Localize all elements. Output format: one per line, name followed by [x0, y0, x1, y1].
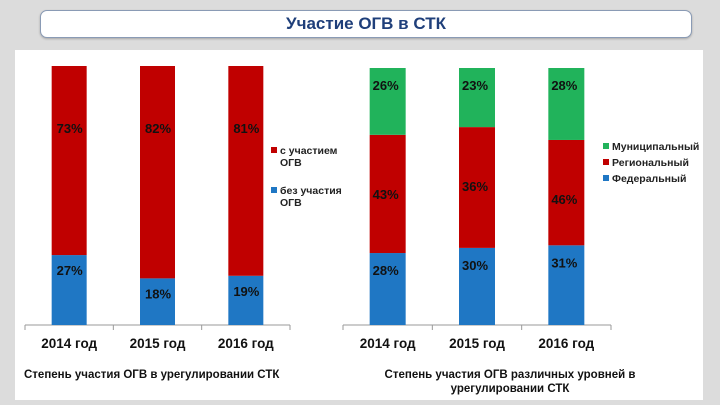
- bar-без-участия-огв-2: [140, 278, 175, 325]
- bar-муниципальный-1: [369, 68, 406, 135]
- bar-без-участия-огв-1: [51, 255, 87, 325]
- bar-муниципальный-2: [459, 68, 495, 128]
- data-label-с-участием-огв-2: 82%: [145, 121, 171, 136]
- data-label-с-участием-огв-1: 73%: [57, 121, 83, 136]
- legend-label-с-участием-огв-line-2: ОГВ: [280, 157, 302, 169]
- bar-федеральный-2: [459, 247, 495, 325]
- bar-региональный-3: [548, 139, 585, 246]
- x-tick-label-3: 2016 год: [538, 336, 594, 351]
- data-label-муниципальный-2: 23%: [462, 78, 488, 93]
- legend-label-региональный: Региональный: [612, 157, 689, 169]
- x-tick-label-3: 2016 год: [218, 336, 274, 351]
- bar-федеральный-1: [369, 253, 406, 325]
- legend-label-без-участия-огв-line-1: без участия: [280, 185, 342, 197]
- legend-label-муниципальный: Муниципальный: [612, 141, 699, 153]
- data-label-региональный-2: 36%: [462, 179, 488, 194]
- bar-федеральный-3: [548, 245, 585, 325]
- legend-label-с-участием-огв-line-1: с участием: [280, 145, 338, 157]
- chart-panel-left: 27% 73% 2014 год 18% 82% 2015 год 19% 81% 2016 г…: [15, 50, 343, 400]
- legend-marker-с-участием-огв: [271, 147, 277, 153]
- bar-региональный-2: [459, 127, 495, 248]
- legend-label-без-участия-огв-line-2: ОГВ: [280, 197, 302, 209]
- x-tick-label-2: 2015 год: [130, 336, 186, 351]
- data-label-региональный-3: 46%: [551, 192, 577, 207]
- page-title: Участие ОГВ в СТК: [286, 14, 446, 33]
- x-tick-label-2: 2015 год: [449, 336, 505, 351]
- bar-с-участием-огв-1: [51, 66, 87, 256]
- caption-right: Степень участия ОГВ различных уровней в …: [384, 369, 636, 395]
- data-label-муниципальный-1: 26%: [373, 78, 399, 93]
- data-label-с-участием-огв-3: 81%: [233, 121, 259, 136]
- data-label-без-участия-огв-2: 18%: [145, 286, 171, 301]
- data-label-муниципальный-3: 28%: [551, 78, 577, 93]
- chart-left: 27% 73% 2014 год 18% 82% 2015 год 19% 81% 2016 г…: [24, 66, 342, 351]
- chart-panel-right: 28% 43% 26% 2014 год 30% 36% 23% 2015 год 31% 46%…: [342, 50, 703, 400]
- bar-региональный-1: [369, 134, 406, 254]
- bar-с-участием-огв-2: [140, 66, 175, 279]
- x-tick-label-1: 2014 год: [41, 336, 97, 351]
- bar-с-участием-огв-3: [228, 66, 264, 276]
- chart-right: 28% 43% 26% 2014 год 30% 36% 23% 2015 год 31% 46%…: [342, 68, 699, 351]
- data-label-региональный-1: 43%: [373, 187, 399, 202]
- data-label-без-участия-огв-1: 27%: [57, 263, 83, 278]
- data-label-федеральный-2: 30%: [462, 258, 488, 273]
- data-label-федеральный-3: 31%: [551, 255, 577, 270]
- legend-label-федеральный: Федеральный: [612, 173, 686, 185]
- legend-marker-региональный: [603, 159, 609, 165]
- caption-left: Степень участия ОГВ в урегулировании СТК: [24, 369, 280, 381]
- legend-marker-без-участия-огв: [271, 187, 277, 193]
- legend-marker-муниципальный: [603, 143, 609, 149]
- x-tick-label-1: 2014 год: [360, 336, 416, 351]
- bar-без-участия-огв-3: [228, 275, 264, 325]
- bar-муниципальный-3: [548, 68, 585, 140]
- title-box: Участие ОГВ в СТК: [40, 10, 692, 38]
- data-label-без-участия-огв-3: 19%: [233, 284, 259, 299]
- legend-marker-федеральный: [603, 175, 609, 181]
- data-label-федеральный-1: 28%: [373, 263, 399, 278]
